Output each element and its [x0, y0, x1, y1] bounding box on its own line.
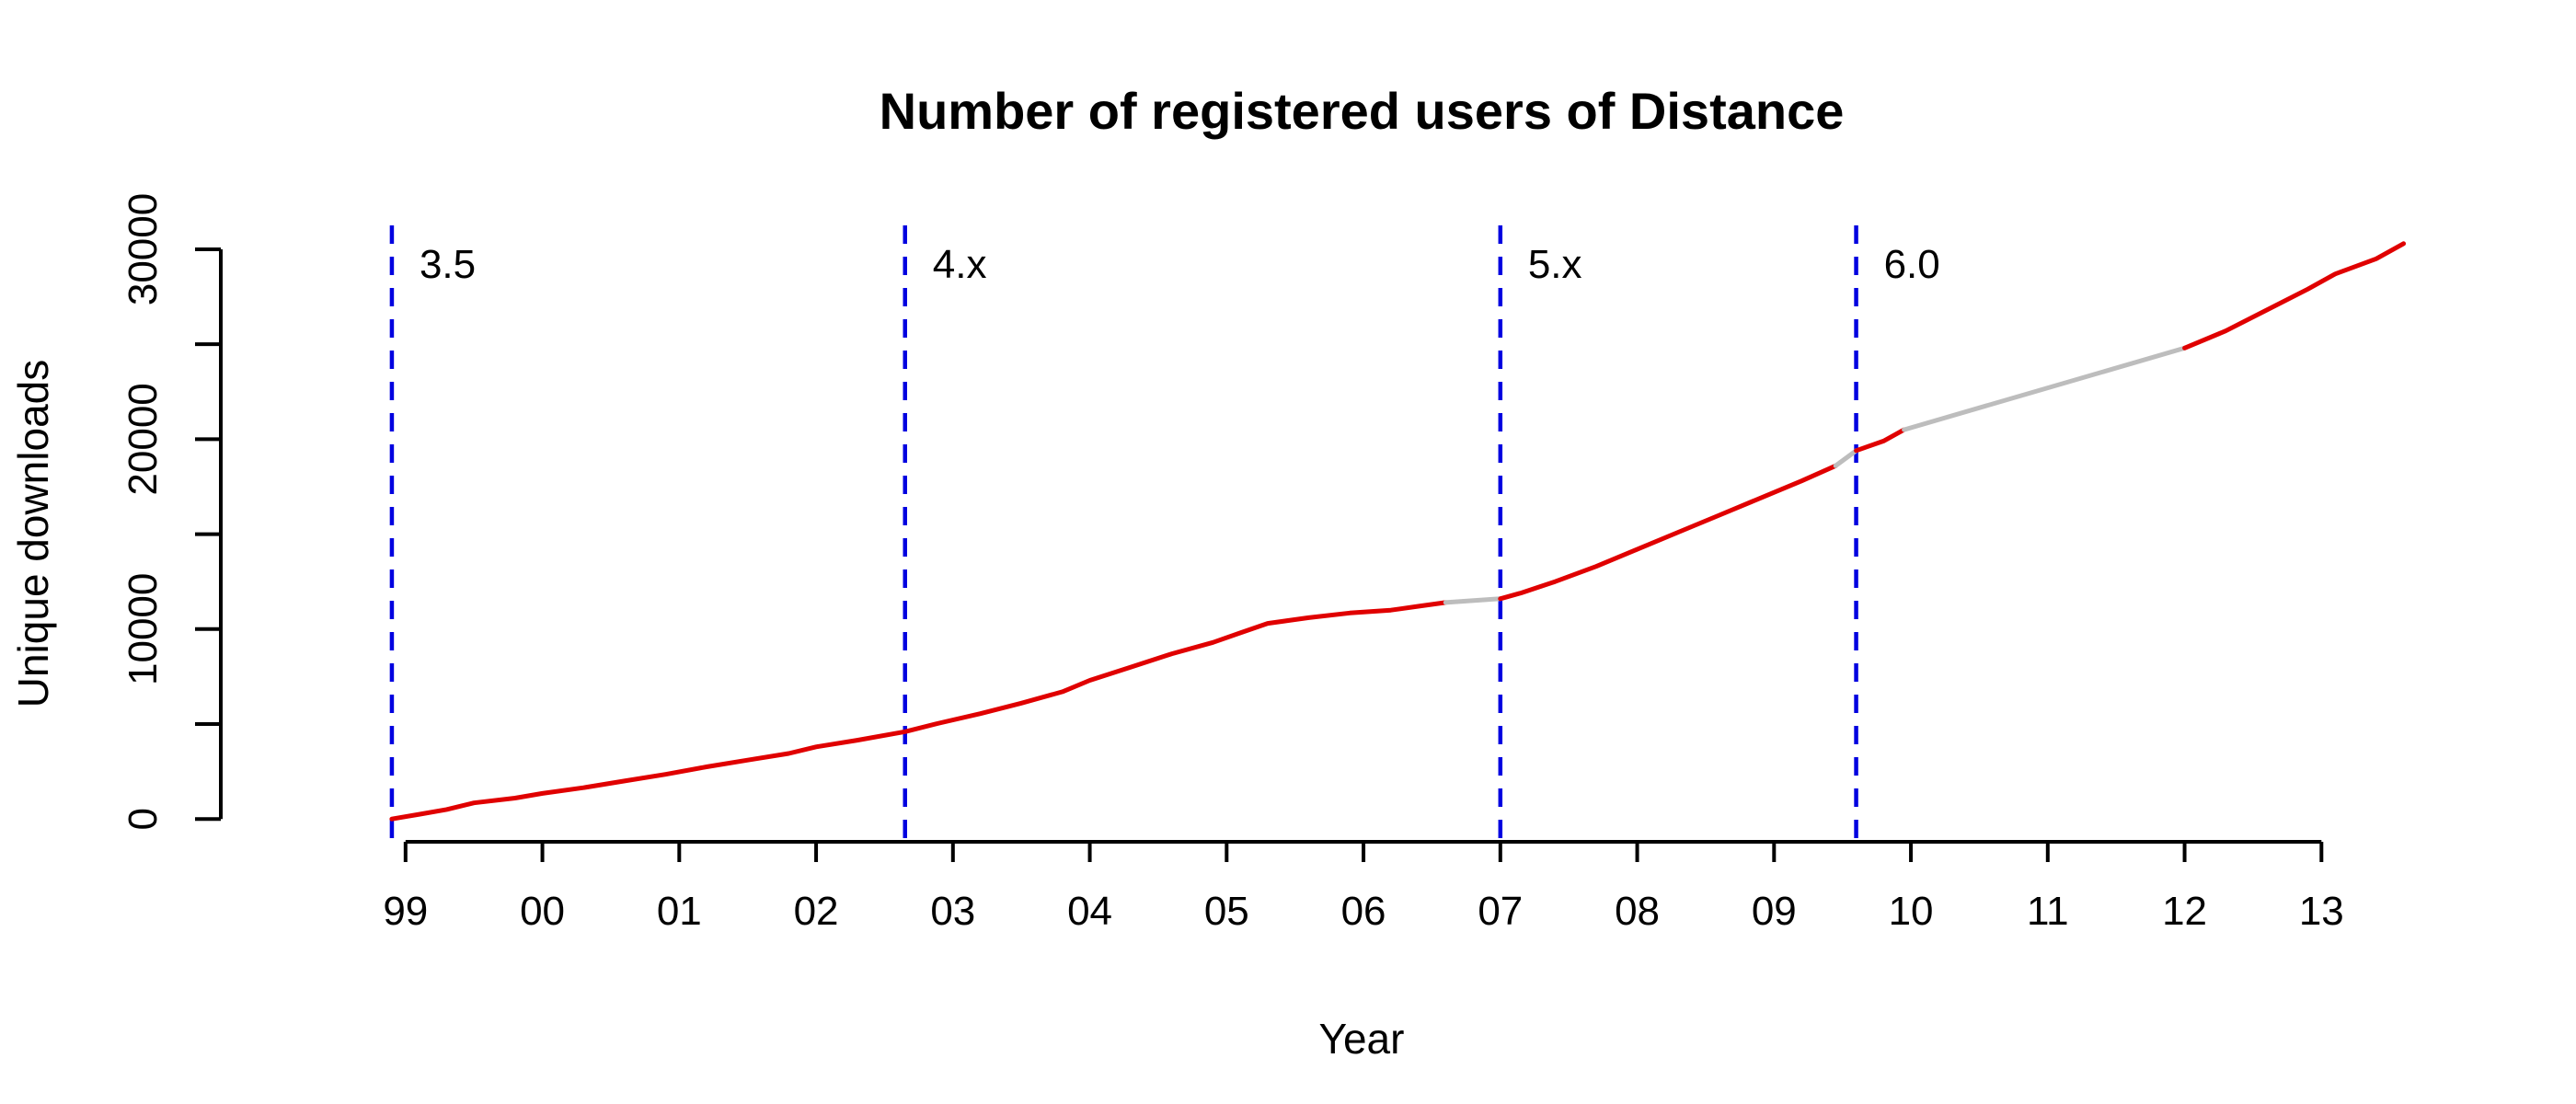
- release-lines: 3.5 4.x 5.x 6.0: [389, 225, 1940, 842]
- x-tick-label: 99: [383, 889, 428, 934]
- x-tick-label: 08: [1615, 889, 1660, 934]
- series: [389, 241, 2407, 822]
- x-tick-label: 12: [2162, 889, 2207, 934]
- x-tick-label: 07: [1478, 889, 1523, 934]
- x-tick-label: 00: [520, 889, 565, 934]
- x-tick-label: 01: [657, 889, 702, 934]
- x-tick-label: 10: [1889, 889, 1934, 934]
- y-tick-label: 20000: [121, 383, 166, 495]
- release-label: 3.5: [420, 242, 476, 287]
- x-axis-label: Year: [1319, 1015, 1405, 1063]
- observed-series-line: [1498, 463, 1838, 602]
- interpolated-series-line: [1833, 448, 1859, 468]
- y-axis-label: Unique downloads: [9, 360, 57, 708]
- observed-series-line: [2182, 241, 2407, 351]
- release-label: 5.x: [1528, 242, 1582, 287]
- chart-title: Number of registered users of Distance: [880, 82, 1845, 140]
- x-tick-label: 13: [2299, 889, 2344, 934]
- interpolated-series-line: [1443, 596, 1503, 605]
- x-tick-label: 02: [794, 889, 839, 934]
- x-tick-label: 06: [1341, 889, 1386, 934]
- x-tick-label: 05: [1204, 889, 1249, 934]
- y-tick-label: 0: [121, 808, 166, 830]
- axes: 99 00 01 02 03 04 05 06 07 08 09 10 11 12 13 0 10000 2000…: [121, 193, 2344, 934]
- x-tick-label: 03: [930, 889, 975, 934]
- release-label: 6.0: [1884, 242, 1940, 287]
- y-tick-label: 30000: [121, 193, 166, 305]
- interpolated-series-line: [1902, 345, 2188, 432]
- observed-series-line: [389, 600, 1448, 822]
- x-tick-label: 04: [1067, 889, 1112, 934]
- x-tick-label: 11: [2027, 889, 2069, 934]
- observed-series-line: [1854, 427, 1907, 454]
- y-tick-label: 10000: [121, 573, 166, 685]
- release-label: 4.x: [933, 242, 987, 287]
- x-tick-label: 09: [1752, 889, 1797, 934]
